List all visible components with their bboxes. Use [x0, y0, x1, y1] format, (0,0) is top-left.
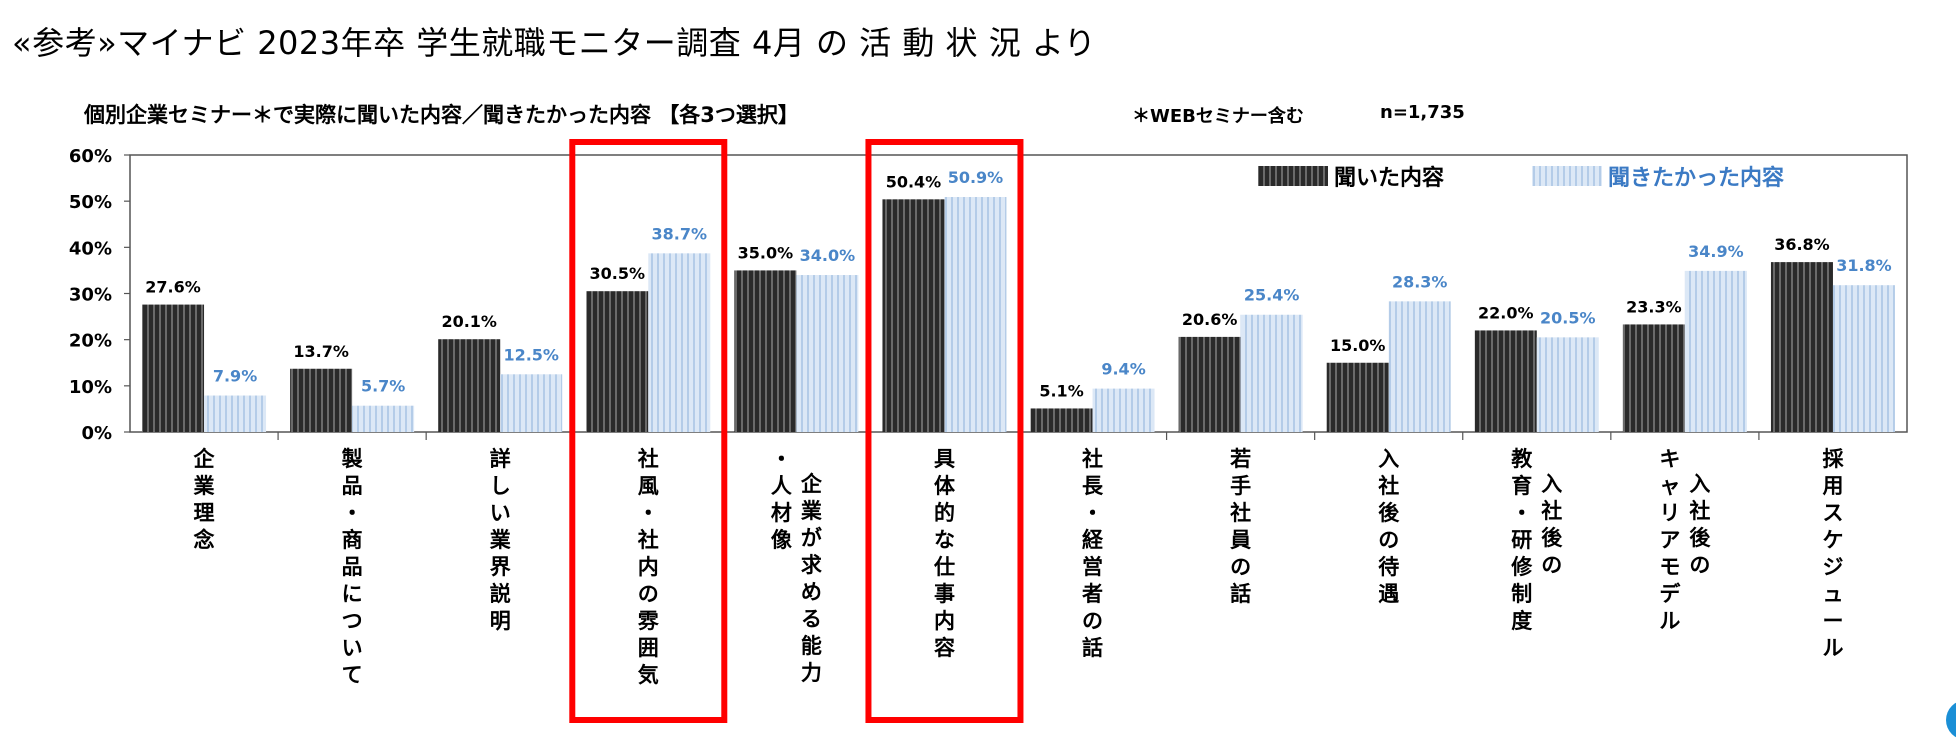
data-label-wanted: 25.4% — [1244, 286, 1300, 305]
bar-wanted — [944, 197, 1007, 432]
data-label-heard: 15.0% — [1330, 336, 1386, 355]
data-label-wanted: 20.5% — [1540, 308, 1596, 327]
x-category-label: 製品・商品について — [341, 447, 363, 687]
x-category-label: 採用スケジュール — [1822, 447, 1844, 660]
x-category-label: 教育・研修制度 — [1510, 447, 1533, 633]
data-label-wanted: 34.9% — [1688, 242, 1744, 261]
bar-wanted — [1536, 337, 1599, 432]
y-tick-label: 20% — [69, 331, 112, 352]
bar-wanted — [204, 395, 267, 432]
bar-heard — [1178, 336, 1241, 432]
data-label-wanted: 7.9% — [213, 367, 257, 386]
y-tick-label: 30% — [69, 285, 112, 306]
y-tick-label: 10% — [69, 377, 112, 398]
data-label-heard: 36.8% — [1774, 235, 1830, 254]
data-label-heard: 13.7% — [293, 342, 349, 361]
bar-heard — [142, 304, 205, 432]
bar-heard — [1474, 330, 1537, 432]
data-label-heard: 22.0% — [1478, 303, 1534, 322]
x-category-label: 企業が求める能力 — [800, 472, 823, 685]
y-tick-label: 40% — [69, 238, 112, 259]
data-label-wanted: 31.8% — [1836, 256, 1892, 275]
data-label-wanted: 5.7% — [361, 377, 405, 396]
highlight-box — [865, 139, 1024, 723]
x-category-label: キャリアモデル — [1659, 447, 1681, 633]
x-category-label: 企業理念 — [193, 447, 216, 552]
data-label-heard: 5.1% — [1039, 381, 1083, 400]
bar-heard — [882, 199, 945, 432]
x-category-label: 社風・社内の雰囲気 — [637, 447, 660, 687]
x-category-label: 詳しい業界説明 — [490, 447, 512, 633]
x-category-label: 入社後の待遇 — [1377, 447, 1400, 606]
bar-wanted — [352, 405, 415, 432]
chart-note: ＊WEBセミナー含む — [1132, 106, 1304, 127]
x-category-label: ・人材像 — [771, 447, 793, 552]
bar-heard — [290, 368, 353, 432]
data-label-wanted: 34.0% — [800, 246, 856, 265]
x-category-label: 社長・経営者の話 — [1081, 447, 1104, 660]
data-label-wanted: 50.9% — [948, 168, 1004, 187]
bar-heard — [438, 339, 501, 432]
help-icon[interactable] — [1946, 700, 1956, 740]
bar-wanted — [1684, 270, 1747, 432]
chart-title: 個別企業セミナー＊で実際に聞いた内容／聞きたかった内容 【各3つ選択】 — [84, 103, 799, 127]
x-category-label: 若手社員の話 — [1229, 447, 1251, 606]
data-label-heard: 20.6% — [1182, 310, 1238, 329]
bar-wanted — [500, 374, 563, 432]
bar-heard — [1622, 324, 1685, 432]
x-category-label: 入社後の — [1540, 472, 1563, 577]
data-label-wanted: 9.4% — [1101, 360, 1145, 379]
bar-heard — [586, 291, 649, 432]
bar-wanted — [1240, 314, 1303, 432]
legend-heard-swatch — [1258, 166, 1328, 186]
x-category-label: 具体的な仕事内容 — [933, 447, 956, 660]
highlight-box — [569, 139, 728, 723]
bar-wanted — [796, 275, 859, 432]
data-label-heard: 50.4% — [886, 172, 942, 191]
data-label-heard: 27.6% — [145, 278, 201, 297]
data-label-heard: 23.3% — [1626, 297, 1682, 316]
data-label-wanted: 38.7% — [652, 224, 708, 243]
y-tick-label: 50% — [69, 192, 112, 213]
y-tick-label: 60% — [69, 146, 112, 167]
data-label-wanted: 12.5% — [503, 345, 559, 364]
page-heading: «参考»マイナビ 2023年卒 学生就職モニター調査 4月 の 活 動 状 況 … — [12, 24, 1097, 62]
bar-wanted — [648, 253, 711, 432]
x-category-label: 入社後の — [1688, 472, 1711, 577]
legend-wanted-label: 聞きたかった内容 — [1608, 165, 1784, 191]
legend-wanted-swatch — [1532, 166, 1602, 186]
data-label-heard: 20.1% — [441, 312, 497, 331]
data-label-wanted: 28.3% — [1392, 272, 1448, 291]
legend-heard-label: 聞いた内容 — [1334, 165, 1444, 191]
y-tick-label: 0% — [81, 423, 112, 444]
bar-wanted — [1092, 388, 1155, 432]
bar-heard — [1326, 362, 1389, 432]
bar-heard — [734, 270, 797, 432]
bar-heard — [1770, 262, 1833, 432]
bar-wanted — [1832, 285, 1895, 432]
chart-sample-size: n=1,735 — [1380, 102, 1465, 123]
data-label-heard: 35.0% — [738, 243, 794, 262]
bar-heard — [1030, 408, 1093, 432]
bar-wanted — [1388, 301, 1451, 432]
data-label-heard: 30.5% — [590, 264, 646, 283]
